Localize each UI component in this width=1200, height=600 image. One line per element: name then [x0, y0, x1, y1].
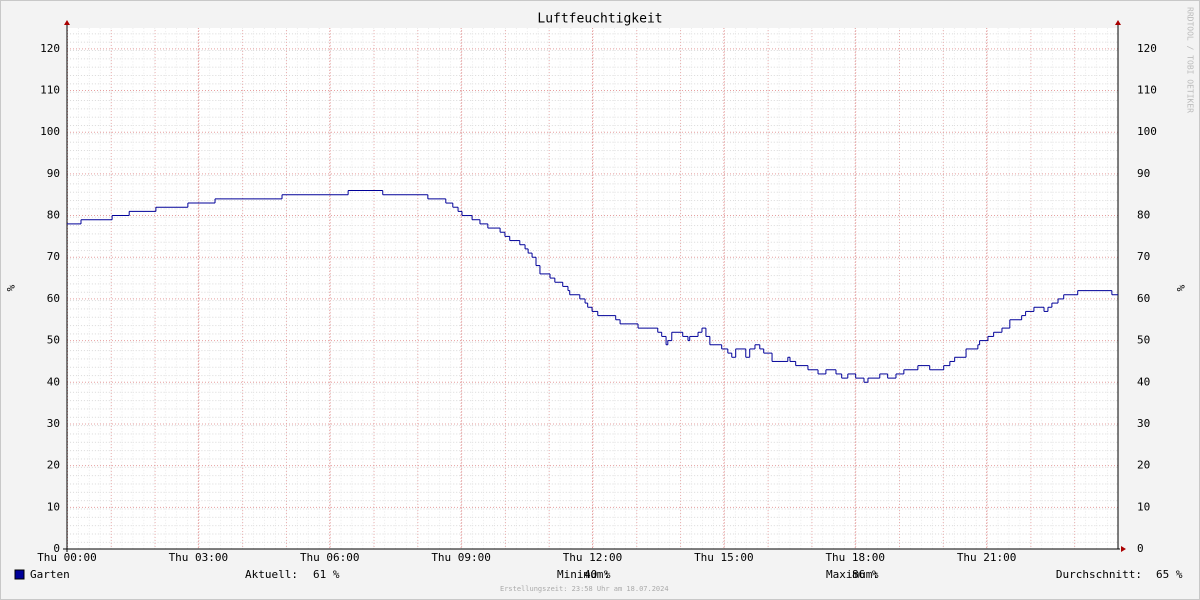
x-tick-label: Thu 06:00	[300, 551, 360, 564]
y-tick-label: 60	[47, 292, 60, 305]
axis-arrow	[1121, 546, 1126, 552]
y-tick-label: 100	[40, 125, 60, 138]
chart-title: Luftfeuchtigkeit	[537, 12, 662, 27]
y2-tick-label: 110	[1137, 84, 1157, 97]
axis-arrow	[64, 20, 70, 25]
y-tick-label: 40	[47, 375, 60, 388]
y-tick-label: 10	[47, 500, 60, 513]
y-tick-label: 80	[47, 209, 60, 222]
stat-value: 86 %	[852, 568, 879, 581]
legend-swatch	[14, 569, 25, 580]
y2-tick-label: 80	[1137, 209, 1150, 222]
y-tick-label: 70	[47, 250, 60, 263]
x-tick-label: Thu 12:00	[563, 551, 623, 564]
y2-tick-label: 60	[1137, 292, 1150, 305]
y-axis-label: %	[4, 285, 17, 292]
legend-entry: Garten	[30, 568, 70, 581]
y2-tick-label: 120	[1137, 42, 1157, 55]
y2-tick-label: 90	[1137, 167, 1150, 180]
x-tick-label: Thu 00:00	[37, 551, 97, 564]
x-tick-label: Thu 09:00	[431, 551, 491, 564]
y2-tick-label: 0	[1137, 542, 1144, 555]
y-tick-label: 30	[47, 417, 60, 430]
stat-value: 40 %	[584, 568, 611, 581]
y2-tick-label: 50	[1137, 334, 1150, 347]
y-tick-label: 0	[53, 542, 60, 555]
stat-label: Maximum:	[826, 568, 879, 581]
axis-arrow	[1115, 20, 1121, 25]
y2-axis-label: %	[1174, 285, 1187, 292]
y-tick-label: 110	[40, 84, 60, 97]
stat-label: Aktuell:	[245, 568, 298, 581]
watermark: RRDTOOL / TOBI OETIKER	[1186, 7, 1195, 113]
y2-tick-label: 30	[1137, 417, 1150, 430]
y2-tick-label: 100	[1137, 125, 1157, 138]
footer: Erstellungszeit: 23:58 Uhr am 18.07.2024	[500, 585, 669, 593]
stat-label: Durchschnitt:	[1056, 568, 1142, 581]
y-tick-label: 20	[47, 459, 60, 472]
hour-grid	[67, 28, 1118, 549]
stat-label: Minimum:	[557, 568, 610, 581]
y-tick-label: 50	[47, 334, 60, 347]
x-tick-label: Thu 21:00	[957, 551, 1017, 564]
y2-tick-label: 40	[1137, 375, 1150, 388]
stat-value: 65 %	[1156, 568, 1183, 581]
y2-tick-label: 70	[1137, 250, 1150, 263]
y-tick-label: 90	[47, 167, 60, 180]
x-tick-label: Thu 18:00	[825, 551, 885, 564]
x-tick-label: Thu 15:00	[694, 551, 754, 564]
y2-tick-label: 10	[1137, 500, 1150, 513]
y2-tick-label: 20	[1137, 459, 1150, 472]
stat-value: 61 %	[313, 568, 340, 581]
x-tick-label: Thu 03:00	[169, 551, 229, 564]
y-tick-label: 120	[40, 42, 60, 55]
